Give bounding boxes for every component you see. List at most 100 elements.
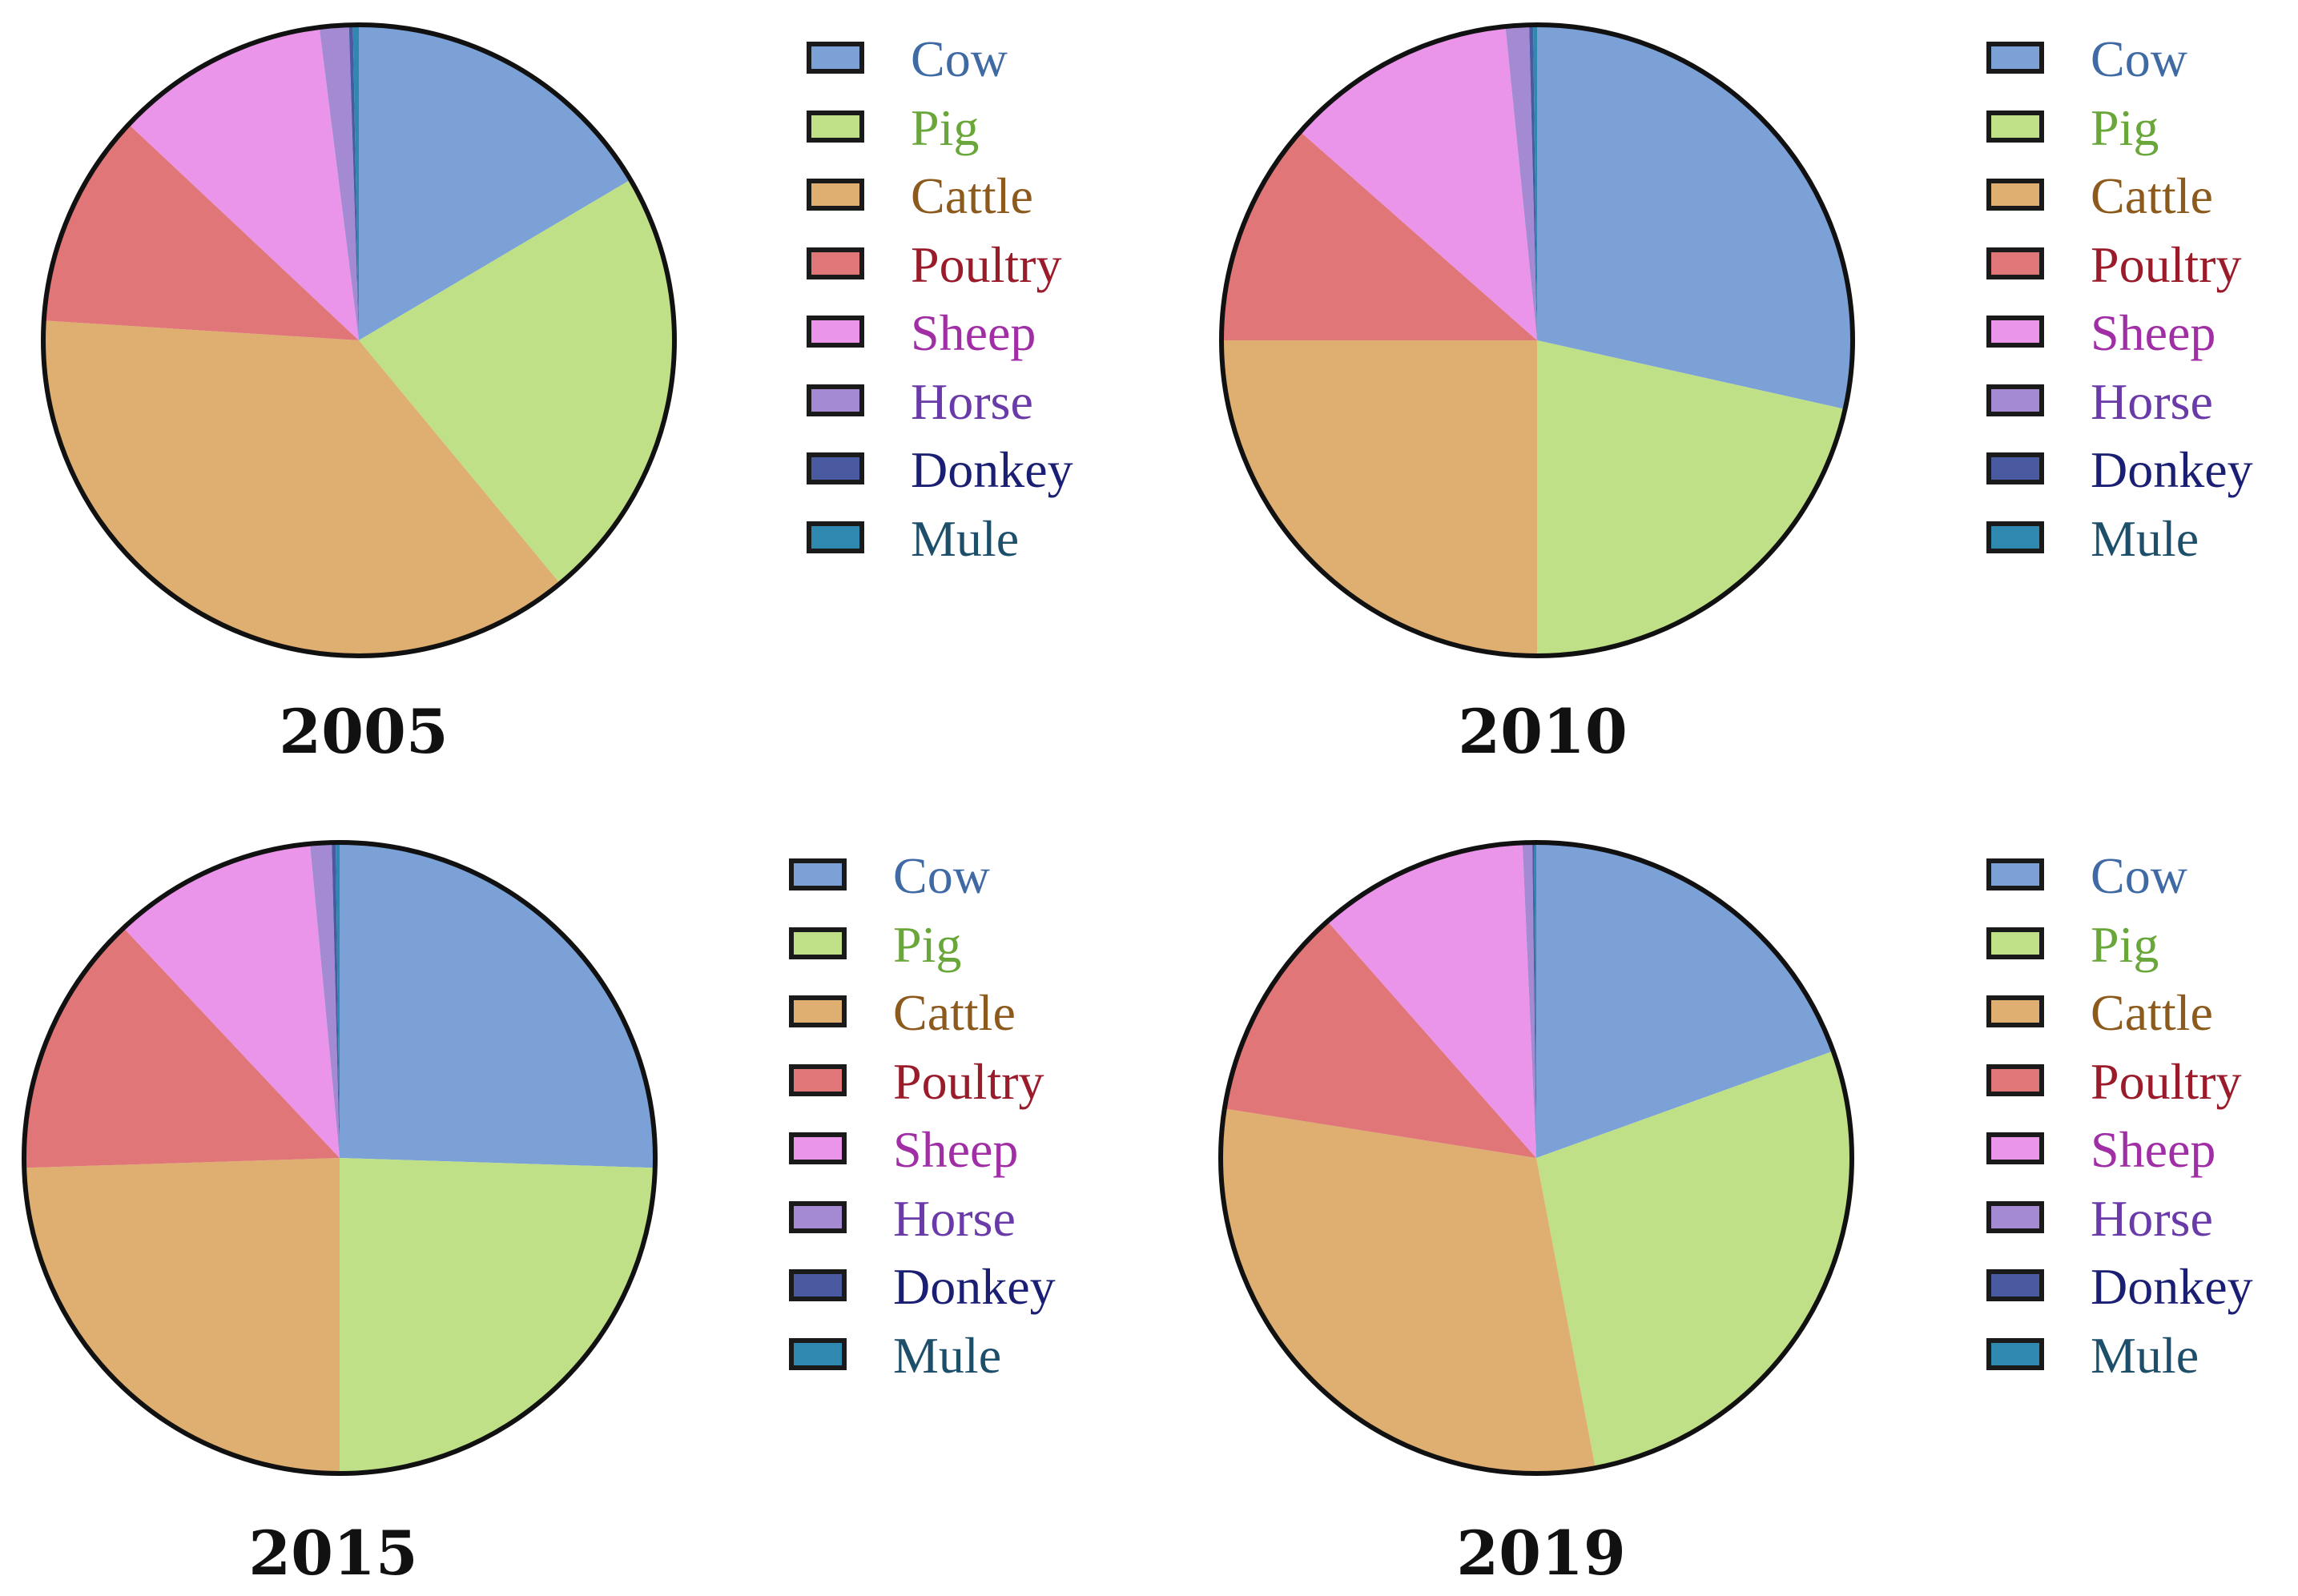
pie-slice-sheep bbox=[1300, 26, 1537, 341]
chart-title: 2005 bbox=[279, 696, 449, 767]
pie-outline bbox=[1219, 22, 1855, 658]
legend-item-cattle: Cattle bbox=[1986, 169, 2298, 225]
legend-item-poultry: Poultry bbox=[789, 1054, 1157, 1111]
legend-swatch bbox=[807, 452, 864, 484]
legend-item-donkey: Donkey bbox=[807, 443, 1175, 499]
legend-item-cow: Cow bbox=[1986, 849, 2298, 905]
legend-item-mule: Mule bbox=[1986, 511, 2298, 568]
legend-swatch bbox=[807, 247, 864, 279]
pie-slice-mule bbox=[336, 842, 340, 1158]
pie-slice-sheep bbox=[123, 843, 340, 1158]
legend-swatch bbox=[1986, 384, 2044, 416]
legend-item-sheep: Sheep bbox=[1986, 1123, 2298, 1179]
legend-item-pig: Pig bbox=[807, 98, 1175, 157]
pie-slice-cow bbox=[359, 25, 631, 340]
pie-chart bbox=[22, 840, 658, 1476]
legend-label: Donkey bbox=[893, 1258, 1056, 1315]
legend-swatch bbox=[1986, 42, 2044, 74]
legend-swatch bbox=[1986, 858, 2044, 890]
legend-swatch bbox=[1986, 1132, 2044, 1164]
legend-label: Pig bbox=[2091, 915, 2159, 973]
pie-slice-cattle bbox=[24, 1158, 340, 1473]
legend-swatch bbox=[807, 316, 864, 348]
legend-swatch bbox=[1986, 1063, 2044, 1096]
chart-title: 2015 bbox=[248, 1518, 418, 1589]
pie-slice-horse bbox=[1522, 842, 1536, 1158]
pie-outline bbox=[41, 22, 677, 658]
pie-slice-pig bbox=[1537, 340, 1845, 656]
pie-chart bbox=[1219, 22, 1855, 658]
legend-swatch bbox=[1986, 995, 2044, 1027]
pie-slice-sheep bbox=[128, 27, 360, 341]
legend-label: Poultry bbox=[911, 235, 1062, 293]
legend-item-pig: Pig bbox=[1986, 915, 2298, 974]
pie-slice-sheep bbox=[1327, 842, 1536, 1158]
legend-label: Poultry bbox=[2091, 235, 2242, 293]
legend-swatch bbox=[789, 995, 847, 1027]
legend-label: Mule bbox=[911, 509, 1020, 567]
legend-item-poultry: Poultry bbox=[807, 235, 1175, 294]
legend-swatch bbox=[1986, 927, 2044, 959]
chart-title: 2010 bbox=[1458, 696, 1628, 767]
legend-item-cow: Cow bbox=[807, 32, 1175, 88]
legend-swatch bbox=[1986, 179, 2044, 211]
legend-swatch bbox=[807, 521, 864, 553]
pie-slice-donkey bbox=[332, 842, 340, 1158]
legend-label: Cattle bbox=[2091, 167, 2213, 224]
legend-label: Sheep bbox=[893, 1121, 1019, 1178]
legend-item-mule: Mule bbox=[807, 509, 1175, 568]
legend-label: Donkey bbox=[911, 441, 1073, 498]
legend-item-horse: Horse bbox=[1986, 1189, 2298, 1248]
pie-slice-cattle bbox=[1221, 340, 1537, 656]
legend-item-sheep: Sheep bbox=[807, 306, 1175, 362]
legend-item-poultry: Poultry bbox=[1986, 1052, 2298, 1111]
pie-outline bbox=[22, 840, 658, 1476]
legend-label: Cow bbox=[2091, 847, 2187, 904]
legend-label: Mule bbox=[2091, 1326, 2199, 1384]
legend-label: Horse bbox=[911, 372, 1033, 430]
legend-item-horse: Horse bbox=[1986, 372, 2298, 431]
legend-swatch bbox=[789, 1063, 847, 1096]
legend-swatch bbox=[1986, 110, 2044, 143]
pie-chart bbox=[41, 22, 677, 658]
legend-label: Horse bbox=[2091, 1189, 2213, 1247]
legend-item-cow: Cow bbox=[789, 849, 1157, 905]
legend-swatch bbox=[1986, 1337, 2044, 1370]
legend-swatch bbox=[1986, 521, 2044, 553]
pie-slice-mule bbox=[1534, 842, 1536, 1158]
legend-swatch bbox=[1986, 316, 2044, 348]
legend-swatch bbox=[789, 858, 847, 890]
pie-slice-poultry bbox=[23, 927, 340, 1168]
legend-label: Pig bbox=[893, 915, 962, 973]
legend-swatch bbox=[807, 384, 864, 416]
pie-slice-donkey bbox=[348, 25, 359, 340]
pie-slice-mule bbox=[352, 25, 359, 340]
legend-item-cow: Cow bbox=[1986, 32, 2298, 88]
legend-label: Horse bbox=[2091, 372, 2213, 430]
legend-item-mule: Mule bbox=[1986, 1326, 2298, 1385]
legend-label: Horse bbox=[893, 1189, 1016, 1247]
pie-slice-mule bbox=[1533, 24, 1537, 340]
legend-swatch bbox=[1986, 1200, 2044, 1233]
pie-outline bbox=[1218, 840, 1854, 1476]
pie-panel-2019: Cow Pig Cattle Poultry Sheep Horse Donkey Mule … bbox=[1149, 798, 2297, 1595]
legend-item-donkey: Donkey bbox=[1986, 1260, 2298, 1316]
legend-item-cattle: Cattle bbox=[1986, 986, 2298, 1042]
legend-swatch bbox=[789, 927, 847, 959]
legend-label: Cow bbox=[2091, 30, 2187, 87]
chart-title: 2019 bbox=[1456, 1518, 1626, 1589]
legend-item-donkey: Donkey bbox=[1986, 443, 2298, 499]
legend-item-cattle: Cattle bbox=[807, 169, 1175, 225]
legend-item-poultry: Poultry bbox=[1986, 235, 2298, 294]
pie-slice-horse bbox=[1505, 25, 1537, 341]
legend-label: Cattle bbox=[893, 984, 1016, 1041]
pie-slice-donkey bbox=[1529, 25, 1537, 341]
pie-slice-cow bbox=[1537, 25, 1853, 409]
legend-label: Sheep bbox=[911, 304, 1036, 361]
pie-slice-cow bbox=[340, 842, 656, 1168]
pie-slice-pig bbox=[359, 179, 674, 584]
pie-panel-2010: Cow Pig Cattle Poultry Sheep Horse Donkey Mule … bbox=[1149, 0, 2297, 798]
legend-label: Pig bbox=[911, 98, 980, 156]
legend-label: Poultry bbox=[2091, 1052, 2242, 1110]
legend-swatch bbox=[1986, 452, 2044, 484]
